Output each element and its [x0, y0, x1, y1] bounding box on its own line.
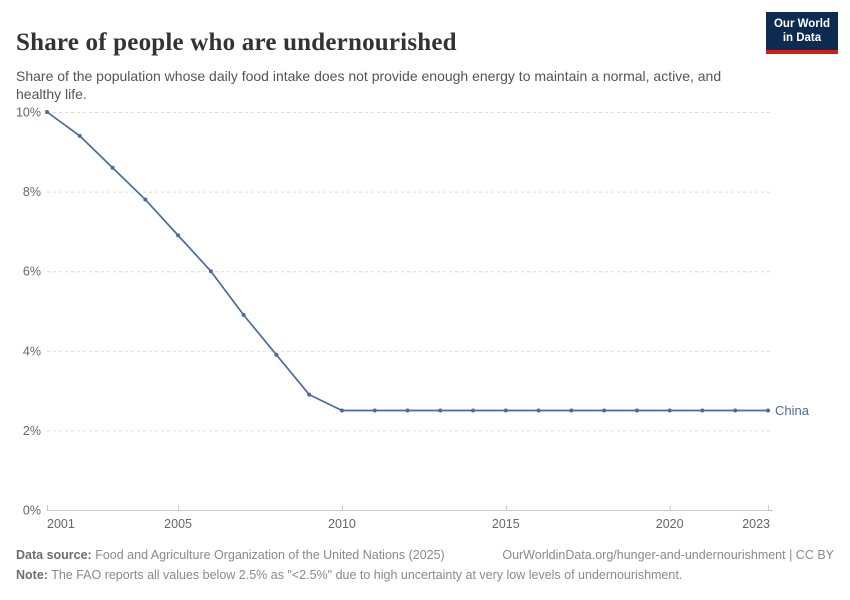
y-tick-label: 10%	[16, 106, 41, 120]
data-point[interactable]	[667, 408, 672, 413]
data-point[interactable]	[471, 408, 476, 413]
owid-logo-line2: in Data	[782, 32, 822, 44]
x-tick-label: 2023	[742, 517, 770, 531]
x-axis: 2001 2005 2010 2015 2020 2023	[47, 505, 770, 531]
y-tick-label: 8%	[23, 185, 41, 199]
data-point[interactable]	[766, 408, 770, 413]
data-point[interactable]	[77, 133, 82, 138]
data-point[interactable]	[372, 408, 377, 413]
y-tick-label: 4%	[23, 344, 41, 358]
data-point[interactable]	[503, 408, 508, 413]
data-point[interactable]	[143, 197, 148, 202]
x-tick-label: 2020	[656, 517, 684, 531]
y-tick-label: 2%	[23, 424, 41, 438]
data-point[interactable]	[405, 408, 410, 413]
data-source-text: Data source: Food and Agriculture Organi…	[16, 548, 445, 562]
footer-row-source: Data source: Food and Agriculture Organi…	[16, 545, 834, 565]
data-point[interactable]	[45, 110, 49, 114]
data-point[interactable]	[536, 408, 541, 413]
data-point[interactable]	[634, 408, 639, 413]
owid-link[interactable]: OurWorldinData.org/hunger-and-undernouri…	[502, 548, 834, 562]
data-line[interactable]	[46, 111, 769, 412]
data-point[interactable]	[208, 269, 213, 274]
x-tick-label: 2015	[492, 517, 520, 531]
page-title: Share of people who are undernourished	[16, 28, 457, 56]
data-point[interactable]	[274, 352, 279, 357]
entity-label[interactable]: China	[775, 403, 810, 418]
data-point[interactable]	[110, 165, 115, 170]
data-point[interactable]	[339, 408, 344, 413]
y-gridlines: 0% 2% 4% 6% 8% 10%	[16, 106, 773, 518]
owid-logo[interactable]: Our World in Data	[765, 12, 838, 54]
note-label: Note:	[16, 568, 48, 582]
data-point[interactable]	[176, 233, 181, 238]
data-point[interactable]	[733, 408, 738, 413]
note-text: The FAO reports all values below 2.5% as…	[47, 568, 683, 582]
x-tick-label: 2005	[164, 517, 192, 531]
data-point[interactable]	[241, 312, 246, 317]
data-point[interactable]	[569, 408, 574, 413]
chart-subtitle: Share of the population whose daily food…	[16, 68, 722, 102]
data-point[interactable]	[602, 408, 607, 413]
x-tick-label: 2001	[47, 517, 75, 531]
data-point[interactable]	[307, 392, 312, 397]
data-point[interactable]	[438, 408, 443, 413]
series-line-china[interactable]: China	[45, 110, 810, 418]
data-source-label: Data source:	[16, 548, 92, 562]
x-tick-label: 2010	[328, 517, 356, 531]
y-tick-label: 6%	[23, 265, 41, 279]
owid-logo-line1: Our World	[773, 18, 830, 30]
footer-row-note: Note: The FAO reports all values below 2…	[16, 565, 834, 585]
chart-footer: Data source: Food and Agriculture Organi…	[16, 545, 834, 585]
y-tick-label: 0%	[23, 504, 41, 518]
data-point[interactable]	[700, 408, 705, 413]
